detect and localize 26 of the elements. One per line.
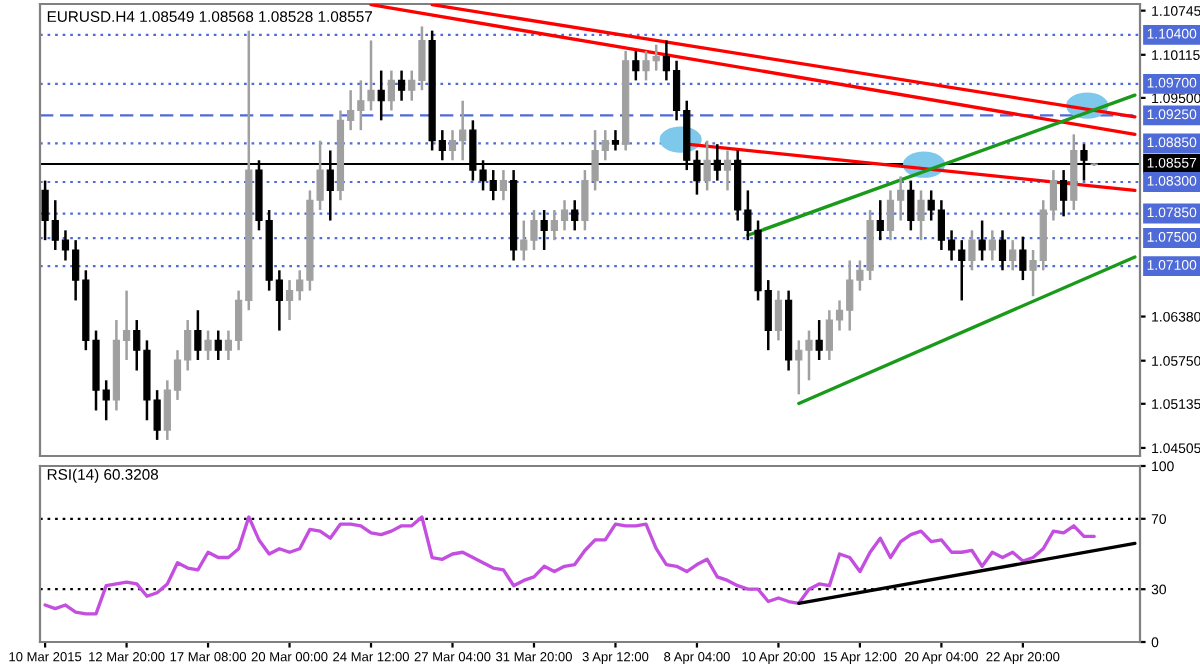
candlestick	[774, 289, 783, 342]
candlestick	[1019, 235, 1027, 282]
candlestick	[876, 198, 884, 242]
candlestick	[1009, 238, 1017, 272]
candlestick	[917, 189, 925, 242]
candlestick	[632, 49, 640, 82]
candlestick	[968, 229, 976, 272]
candlestick	[611, 128, 620, 152]
candlestick	[571, 198, 579, 232]
candlestick	[988, 229, 996, 262]
candlestick	[703, 139, 711, 192]
candlestick	[540, 208, 548, 252]
candlestick	[815, 318, 823, 362]
candlestick	[907, 179, 915, 232]
candlestick	[214, 329, 222, 362]
candlestick	[723, 149, 732, 192]
candlestick	[499, 168, 508, 202]
candlestick	[387, 69, 395, 112]
candlestick	[998, 229, 1007, 272]
candlestick	[978, 219, 986, 262]
candlestick	[1060, 168, 1068, 218]
candlestick	[377, 69, 385, 122]
candlestick	[204, 329, 212, 362]
candlestick	[397, 69, 406, 102]
candlestick	[194, 308, 202, 362]
line-series	[43, 515, 1096, 616]
